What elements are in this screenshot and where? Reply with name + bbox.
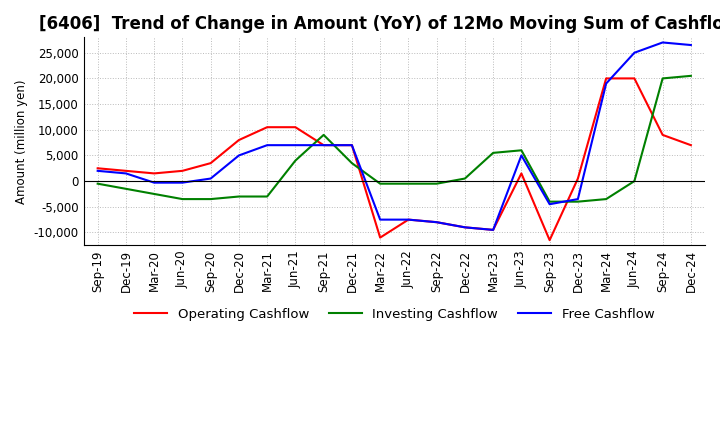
Legend: Operating Cashflow, Investing Cashflow, Free Cashflow: Operating Cashflow, Investing Cashflow, … (129, 302, 660, 326)
Investing Cashflow (320, 132, 328, 138)
Free Cashflow (517, 153, 526, 158)
Operating Cashflow (489, 227, 498, 232)
Free Cashflow (320, 143, 328, 148)
Investing Cashflow (404, 181, 413, 186)
Operating Cashflow (517, 171, 526, 176)
Investing Cashflow (432, 181, 441, 186)
Operating Cashflow (658, 132, 667, 138)
Operating Cashflow (94, 165, 102, 171)
Free Cashflow (545, 202, 554, 207)
Investing Cashflow (489, 150, 498, 155)
Free Cashflow (207, 176, 215, 181)
Investing Cashflow (122, 186, 130, 191)
Operating Cashflow (320, 143, 328, 148)
Operating Cashflow (687, 143, 696, 148)
Line: Investing Cashflow: Investing Cashflow (98, 76, 691, 202)
Free Cashflow (489, 227, 498, 232)
Free Cashflow (461, 225, 469, 230)
Operating Cashflow (630, 76, 639, 81)
Free Cashflow (687, 42, 696, 48)
Investing Cashflow (687, 73, 696, 78)
Operating Cashflow (150, 171, 158, 176)
Operating Cashflow (376, 235, 384, 240)
Operating Cashflow (432, 220, 441, 225)
Free Cashflow (376, 217, 384, 222)
Free Cashflow (291, 143, 300, 148)
Operating Cashflow (348, 143, 356, 148)
Investing Cashflow (178, 196, 186, 202)
Free Cashflow (432, 220, 441, 225)
Operating Cashflow (235, 137, 243, 143)
Y-axis label: Amount (million yen): Amount (million yen) (15, 79, 28, 204)
Investing Cashflow (574, 199, 582, 204)
Operating Cashflow (574, 176, 582, 181)
Free Cashflow (348, 143, 356, 148)
Free Cashflow (235, 153, 243, 158)
Line: Operating Cashflow: Operating Cashflow (98, 78, 691, 240)
Free Cashflow (178, 180, 186, 185)
Free Cashflow (404, 217, 413, 222)
Investing Cashflow (291, 158, 300, 163)
Operating Cashflow (291, 125, 300, 130)
Investing Cashflow (150, 191, 158, 197)
Free Cashflow (630, 50, 639, 55)
Free Cashflow (658, 40, 667, 45)
Line: Free Cashflow: Free Cashflow (98, 43, 691, 230)
Operating Cashflow (602, 76, 611, 81)
Operating Cashflow (404, 217, 413, 222)
Title: [6406]  Trend of Change in Amount (YoY) of 12Mo Moving Sum of Cashflows: [6406] Trend of Change in Amount (YoY) o… (40, 15, 720, 33)
Investing Cashflow (461, 176, 469, 181)
Free Cashflow (150, 180, 158, 185)
Operating Cashflow (545, 238, 554, 243)
Investing Cashflow (630, 179, 639, 184)
Investing Cashflow (658, 76, 667, 81)
Investing Cashflow (602, 196, 611, 202)
Free Cashflow (122, 171, 130, 176)
Free Cashflow (602, 81, 611, 86)
Investing Cashflow (263, 194, 271, 199)
Free Cashflow (574, 196, 582, 202)
Investing Cashflow (517, 148, 526, 153)
Operating Cashflow (263, 125, 271, 130)
Investing Cashflow (376, 181, 384, 186)
Operating Cashflow (461, 225, 469, 230)
Investing Cashflow (207, 196, 215, 202)
Investing Cashflow (545, 199, 554, 204)
Free Cashflow (94, 168, 102, 173)
Investing Cashflow (348, 161, 356, 166)
Investing Cashflow (94, 181, 102, 186)
Investing Cashflow (235, 194, 243, 199)
Operating Cashflow (207, 161, 215, 166)
Free Cashflow (263, 143, 271, 148)
Operating Cashflow (178, 168, 186, 173)
Operating Cashflow (122, 168, 130, 173)
